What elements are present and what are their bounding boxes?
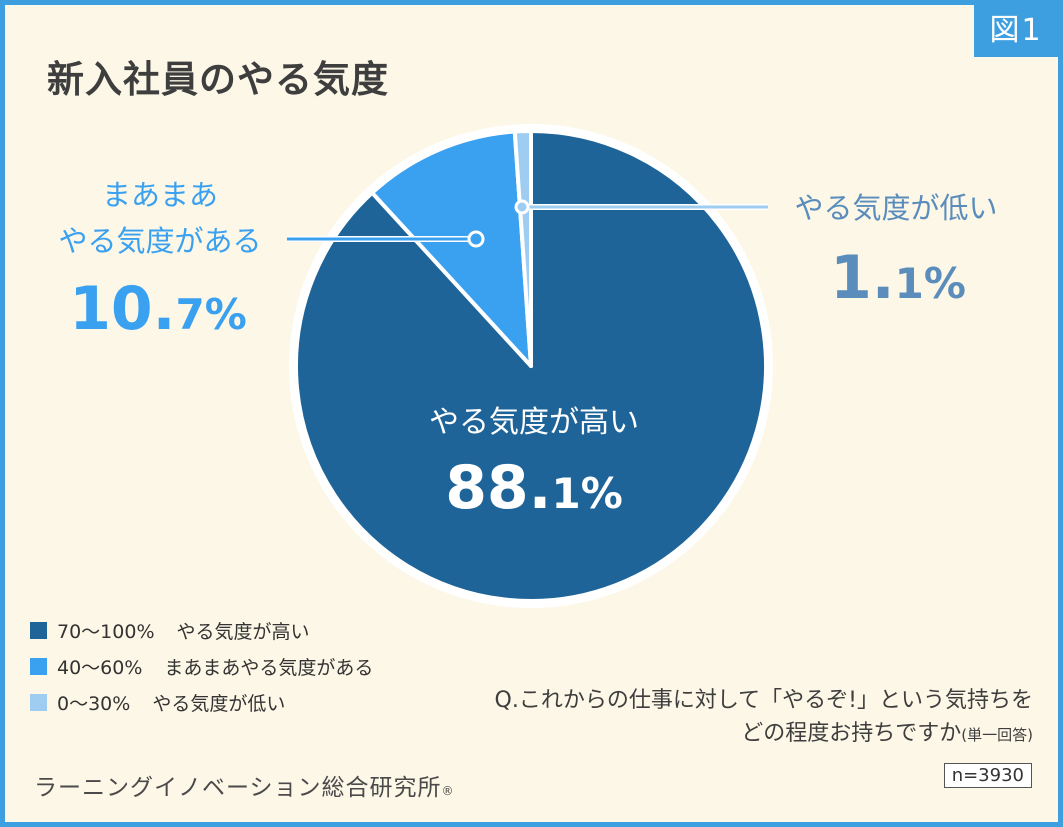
label-medium-line1: まあまあ <box>102 178 218 212</box>
legend-item-high: 70〜100% やる気度が高い <box>30 612 373 648</box>
legend: 70〜100% やる気度が高い 40〜60% まあまあやる気度がある 0〜30%… <box>30 612 373 720</box>
callout-dot-medium <box>467 230 485 248</box>
pie-slice-low <box>512 128 533 368</box>
legend-range-low: 0〜30% <box>57 692 131 715</box>
legend-label-low: やる気度が低い <box>152 692 286 715</box>
value-high: 88.1% <box>445 453 623 523</box>
survey-question: Q.これからの仕事に対して「やるぞ!」という気持ちを どの程度お持ちですか(単一… <box>495 684 1033 752</box>
legend-swatch-low <box>30 693 47 711</box>
question-note: (単一回答) <box>961 726 1033 744</box>
source-name: ラーニングイノベーション総合研究所 <box>34 775 442 801</box>
registered-mark: ® <box>441 784 455 798</box>
sample-size: n=3930 <box>943 763 1032 788</box>
pie-slice-medium <box>370 129 533 368</box>
chart-title: 新入社員のやる気度 <box>47 58 389 101</box>
label-high: やる気度が高い <box>429 405 639 440</box>
legend-swatch-high <box>30 621 47 639</box>
legend-label-medium: まあまあやる気度がある <box>164 656 374 679</box>
callout-dot-low <box>514 199 530 215</box>
question-line-2: どの程度お持ちですか(単一回答) <box>495 717 1033 752</box>
legend-item-low: 0〜30% やる気度が低い <box>30 684 373 720</box>
legend-range-high: 70〜100% <box>57 620 155 643</box>
source-credit: ラーニングイノベーション総合研究所® <box>34 768 455 802</box>
value-medium: 10.7% <box>69 274 247 344</box>
legend-item-medium: 40〜60% まあまあやる気度がある <box>30 648 373 684</box>
legend-label-high: やる気度が高い <box>176 620 310 643</box>
label-low: やる気度が低い <box>794 191 997 225</box>
value-low: 1.1% <box>830 243 966 313</box>
question-line-2-text: どの程度お持ちですか <box>741 721 962 746</box>
legend-swatch-medium <box>30 657 47 675</box>
figure-label: 図1 <box>974 5 1058 57</box>
label-medium-line2: やる気度がある <box>58 224 261 258</box>
legend-range-medium: 40〜60% <box>57 656 143 679</box>
question-line-1: Q.これからの仕事に対して「やるぞ!」という気持ちを <box>494 688 1033 713</box>
